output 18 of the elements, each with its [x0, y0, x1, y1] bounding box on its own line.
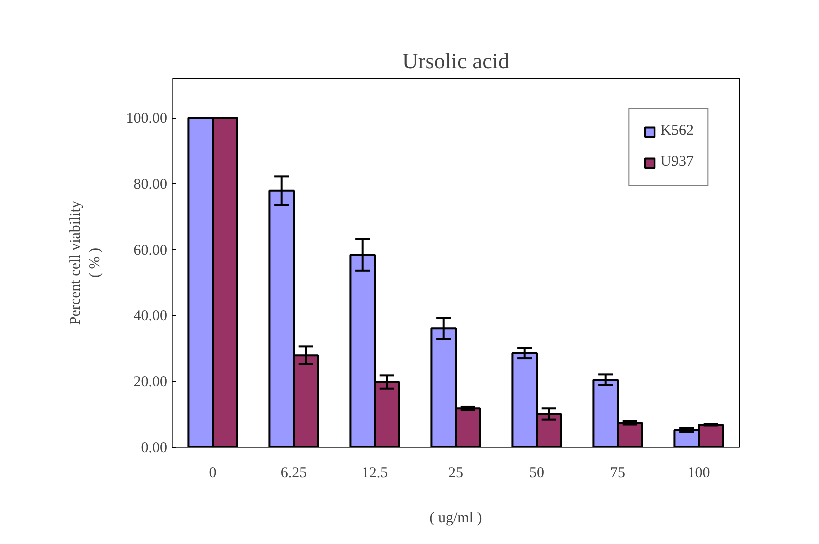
y-tick-label: 0.00 — [141, 440, 168, 456]
y-tick-label: 20.00 — [134, 374, 168, 391]
legend-label: U937 — [660, 154, 694, 171]
x-tick-label: 75 — [610, 466, 626, 482]
x-tick-label: 12.5 — [362, 466, 388, 482]
x-tick-label: 6.25 — [280, 466, 308, 482]
x-tick-label: 25 — [448, 466, 464, 482]
y-tick-label: 60.00 — [134, 242, 168, 259]
x-tick-label: 0 — [209, 466, 217, 482]
y-axis-title: Percent cell viability ( % ) — [68, 200, 104, 326]
y-tick-label: 40.00 — [134, 308, 168, 325]
x-tick-label: 50 — [530, 466, 544, 482]
y-tick-label: 80.00 — [134, 176, 168, 193]
chart-title: Ursolic acid — [402, 48, 510, 74]
x-axis-title: ( ug/ml ) — [430, 510, 482, 526]
y-tick-label: 100.00 — [126, 111, 168, 128]
legend-label: K562 — [660, 123, 694, 140]
x-tick-label: 100 — [688, 466, 710, 482]
